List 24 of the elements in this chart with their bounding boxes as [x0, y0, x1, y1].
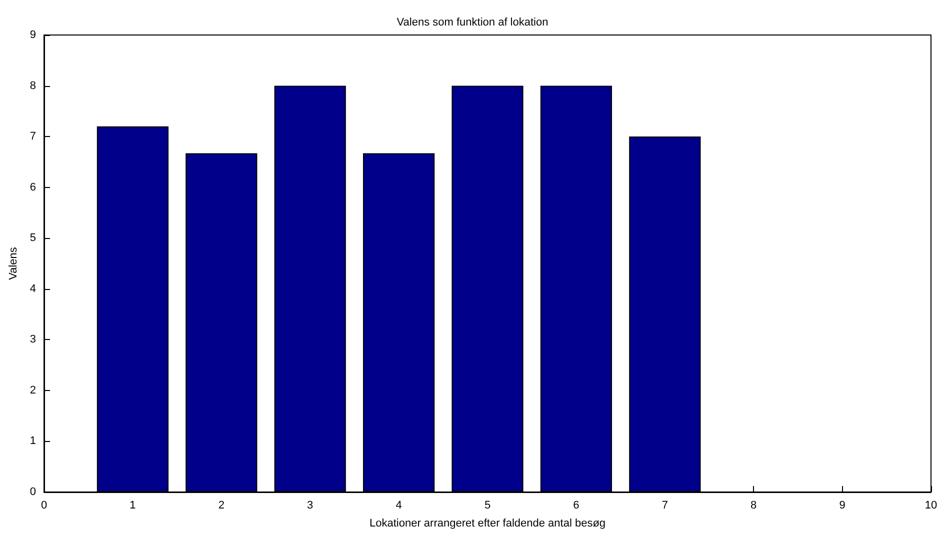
x-tick-label: 10	[924, 500, 938, 512]
x-tick-label: 5	[484, 500, 491, 512]
x-tick-label: 2	[218, 500, 224, 512]
x-axis-title: Lokationer arrangeret efter faldende antal besøg	[369, 518, 606, 530]
y-tick-label: 0	[30, 486, 36, 498]
y-tick-label: 7	[30, 130, 36, 143]
y-tick-label: 3	[30, 334, 36, 346]
y-tick-label: 9	[30, 29, 36, 41]
y-tick-label: 4	[30, 282, 36, 295]
y-tick-label: 1	[30, 435, 36, 448]
x-tick-label: 9	[839, 500, 846, 512]
x-tick-label: 3	[307, 500, 314, 512]
y-axis-title: Valens	[8, 246, 20, 280]
y-tick-label: 2	[30, 384, 36, 396]
y-tick-label: 8	[30, 80, 36, 92]
chart-title: Valens som funktion af lokation	[396, 16, 548, 28]
y-tick-label: 6	[30, 181, 36, 194]
y-tick-label: 5	[30, 232, 36, 244]
x-tick-label: 4	[396, 500, 402, 512]
x-tick-label: 1	[130, 500, 136, 512]
x-tick-label: 8	[750, 500, 757, 512]
x-tick-label: 0	[40, 500, 48, 512]
x-tick-label: 7	[662, 500, 668, 512]
x-tick-label: 6	[573, 500, 580, 512]
